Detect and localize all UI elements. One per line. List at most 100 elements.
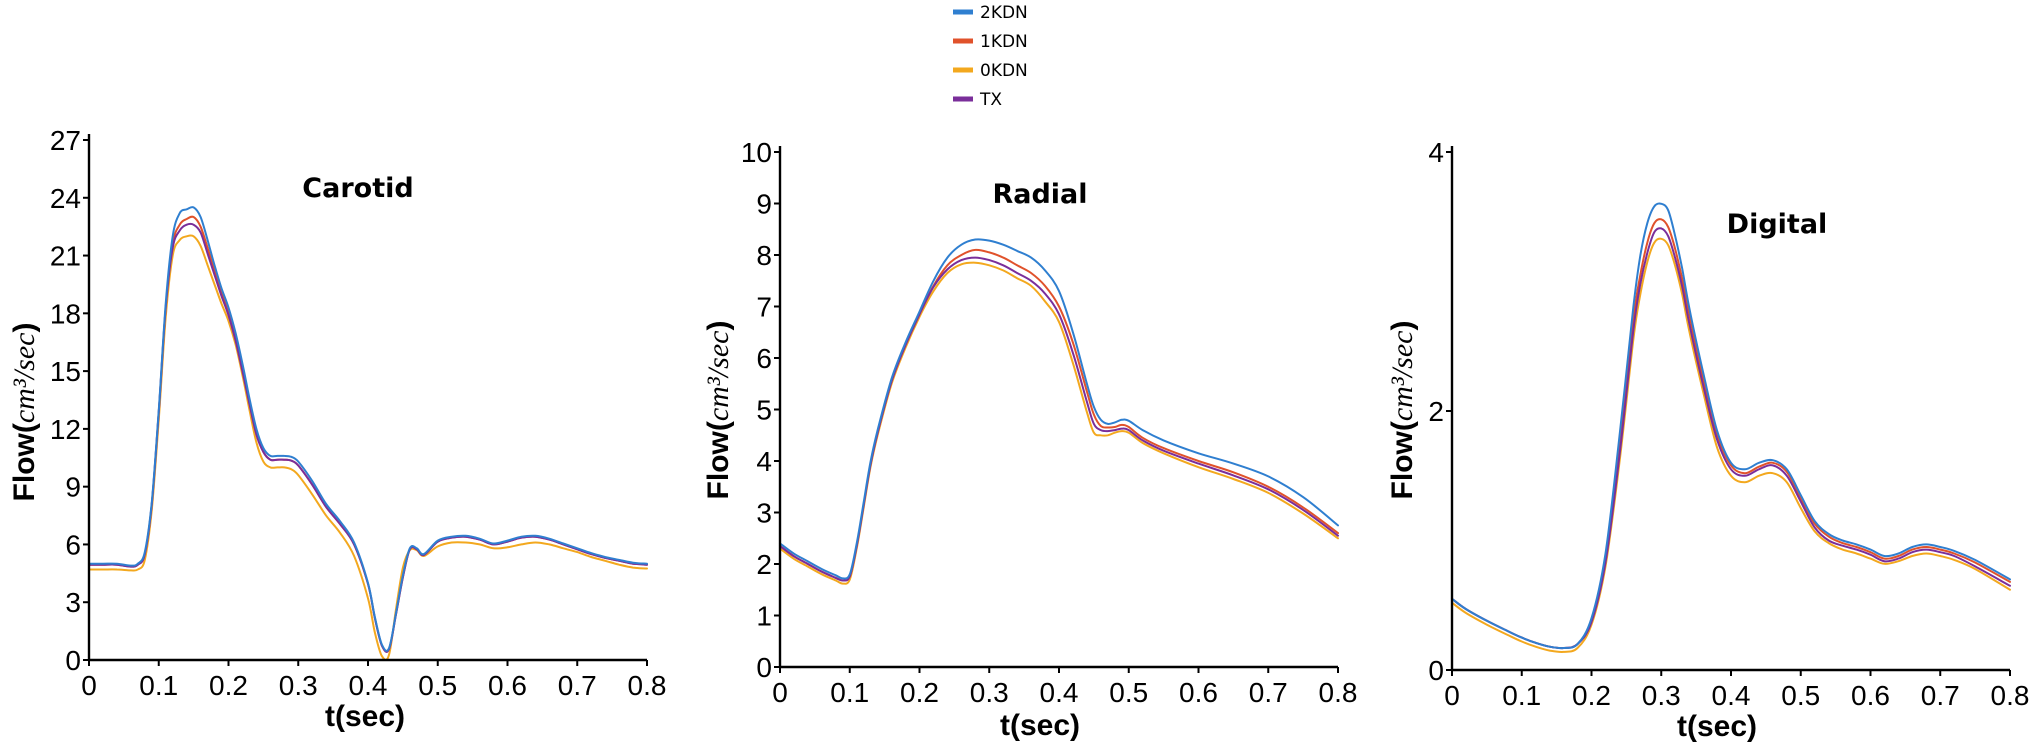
x-tick-label: 0.2: [900, 677, 939, 708]
y-tick-label: 3: [65, 587, 81, 618]
legend: 2KDN 1KDN 0KDN TX: [953, 3, 1028, 110]
legend-label-1kdn: 1KDN: [980, 32, 1028, 52]
series-line-2kdn: [88, 206, 648, 652]
x-tick-label: 0.8: [1991, 680, 2030, 711]
y-axis-label-suffix: ): [8, 323, 41, 333]
series-lines: [1451, 202, 2011, 653]
y-tick-label: 0: [1428, 655, 1444, 686]
x-tick-label: 0.7: [1921, 680, 1960, 711]
legend-label-0kdn: 0KDN: [980, 61, 1028, 81]
y-axis-label-suffix: ): [702, 321, 735, 331]
y-axis-label-suffix: ): [1386, 321, 1419, 331]
series-line-2kdn: [1451, 202, 2011, 650]
x-tick-label: 0.1: [830, 677, 869, 708]
y-tick-label: 6: [65, 529, 81, 560]
x-tick-label: 0.8: [1319, 677, 1358, 708]
x-tick-label: 0.4: [1712, 680, 1751, 711]
legend-item-tx: TX: [953, 90, 1002, 110]
x-axis-label: t(sec): [325, 700, 405, 733]
x-tick-label: 0.6: [1851, 680, 1890, 711]
x-tick-label: 0.3: [279, 670, 318, 701]
y-tick-label: 1: [756, 601, 772, 632]
x-tick-label: 0: [772, 677, 788, 708]
y-tick-label: 5: [756, 395, 772, 426]
legend-item-1kdn: 1KDN: [953, 32, 1028, 52]
y-axis-label: Flow(cm³/sec): [1386, 321, 1419, 500]
x-tick-label: 0.3: [970, 677, 1009, 708]
legend-item-2kdn: 2KDN: [953, 3, 1028, 23]
x-tick-label: 0.1: [139, 670, 178, 701]
y-tick-label: 4: [1428, 137, 1444, 168]
y-tick-label: 12: [50, 414, 81, 445]
x-tick-label: 0.6: [1179, 677, 1218, 708]
axes: [778, 146, 1338, 669]
x-tick-label: 0: [1444, 680, 1460, 711]
y-axis-label-prefix: Flow(: [8, 423, 41, 501]
y-tick-label: 9: [756, 189, 772, 220]
y-axis-label-prefix: Flow(: [1386, 421, 1419, 499]
y-axis-label: Flow(cm³/sec): [8, 323, 41, 502]
y-tick-label: 6: [756, 343, 772, 374]
radial-panel: Radial t(sec) Flow(cm³/sec) 0 0.1 0.2 0.3 0.…: [702, 137, 1357, 742]
axes: [1450, 146, 2010, 672]
y-tick-label: 8: [756, 240, 772, 271]
y-tick-label: 4: [756, 446, 772, 477]
series-line-2kdn: [779, 238, 1339, 580]
y-tick-label: 7: [756, 292, 772, 323]
series-line-0kdn: [779, 261, 1339, 585]
axes: [87, 134, 647, 662]
y-tick-label: 18: [50, 298, 81, 329]
y-tick-label: 0: [756, 652, 772, 683]
x-tick-label: 0.4: [349, 670, 388, 701]
series-line-0kdn: [88, 234, 648, 661]
x-axis-label: t(sec): [1677, 710, 1757, 743]
legend-item-0kdn: 0KDN: [953, 61, 1028, 81]
x-tick-label: 0.2: [1572, 680, 1611, 711]
legend-label-tx: TX: [979, 90, 1002, 110]
panel-title: Carotid: [302, 173, 413, 204]
series-line-0kdn: [1451, 237, 2011, 653]
x-tick-label: 0.1: [1502, 680, 1541, 711]
x-tick-label: 0.7: [1249, 677, 1288, 708]
y-axis-label-math: cm³/sec: [1386, 331, 1419, 422]
x-tick-label: 0.3: [1642, 680, 1681, 711]
x-tick-label: 0: [81, 670, 97, 701]
y-tick-label: 2: [756, 549, 772, 580]
x-tick-label: 0.4: [1040, 677, 1079, 708]
y-tick-label: 27: [50, 125, 81, 156]
series-lines: [779, 238, 1339, 585]
series-line-tx: [88, 222, 648, 653]
y-axis-label: Flow(cm³/sec): [702, 321, 735, 500]
y-axis-label-prefix: Flow(: [702, 421, 735, 499]
series-lines: [88, 206, 648, 661]
x-tick-label: 0.7: [558, 670, 597, 701]
axis-ticks: 0 0.1 0.2 0.3 0.4 0.5 0.6 0.7 0.8 0 3 6 9 12 15 18 21 24 2…: [50, 125, 667, 701]
x-tick-label: 0.5: [1781, 680, 1820, 711]
legend-label-2kdn: 2KDN: [980, 3, 1028, 23]
y-tick-label: 2: [1428, 396, 1444, 427]
x-tick-label: 0.5: [1109, 677, 1148, 708]
panel-title: Digital: [1727, 209, 1828, 240]
series-line-tx: [1451, 227, 2011, 650]
y-tick-label: 21: [50, 241, 81, 272]
y-tick-label: 15: [50, 356, 81, 387]
digital-panel: Digital t(sec) Flow(cm³/sec) 0 0.1 0.2 0.3 0…: [1386, 137, 2029, 743]
x-tick-label: 0.8: [628, 670, 667, 701]
y-tick-label: 9: [65, 472, 81, 503]
y-tick-label: 24: [50, 183, 81, 214]
series-line-1kdn: [779, 248, 1339, 582]
carotid-panel: Carotid t(sec) Flow(cm³/sec) 0 0.1 0.2 0.3 0…: [8, 125, 666, 733]
panel-title: Radial: [992, 179, 1087, 210]
x-tick-label: 0.2: [209, 670, 248, 701]
axis-ticks: 0 0.1 0.2 0.3 0.4 0.5 0.6 0.7 0.8 0 2 4: [1428, 137, 2029, 711]
x-tick-label: 0.5: [418, 670, 457, 701]
x-tick-label: 0.6: [488, 670, 527, 701]
y-tick-label: 10: [741, 137, 772, 168]
axis-ticks: 0 0.1 0.2 0.3 0.4 0.5 0.6 0.7 0.8 0 1 2 3 4 5 6 7 8 9 10: [741, 137, 1358, 708]
series-line-1kdn: [1451, 218, 2011, 650]
y-tick-label: 3: [756, 498, 772, 529]
y-tick-label: 0: [65, 645, 81, 676]
y-axis-label-math: cm³/sec: [702, 331, 735, 422]
y-axis-label-math: cm³/sec: [8, 333, 41, 424]
